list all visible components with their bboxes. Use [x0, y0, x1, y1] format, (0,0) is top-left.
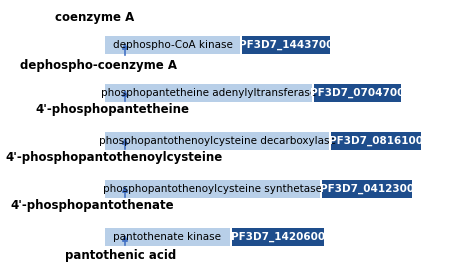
Text: PF3D7_1443700: PF3D7_1443700	[239, 40, 333, 50]
Text: pantothenic acid: pantothenic acid	[65, 248, 176, 261]
Text: phosphopantothenoylcysteine decarboxylase: phosphopantothenoylcysteine decarboxylas…	[99, 136, 336, 146]
Bar	[314, 84, 401, 102]
Bar	[105, 132, 329, 150]
Bar	[105, 84, 312, 102]
Bar	[105, 228, 230, 246]
Text: coenzyme A: coenzyme A	[55, 12, 134, 25]
Text: phosphopantetheine adenylyltransferase: phosphopantetheine adenylyltransferase	[101, 88, 316, 98]
Text: dephospho-coenzyme A: dephospho-coenzyme A	[20, 59, 177, 71]
Bar	[105, 180, 320, 198]
Text: phosphopantothenoylcysteine synthetase: phosphopantothenoylcysteine synthetase	[103, 184, 322, 194]
Bar	[242, 36, 330, 54]
Text: 4'-phosphopantothenoylcysteine: 4'-phosphopantothenoylcysteine	[5, 152, 222, 164]
Text: 4'-phosphopantetheine: 4'-phosphopantetheine	[35, 104, 189, 116]
Bar	[232, 228, 324, 246]
Text: 4'-phosphopantothenate: 4'-phosphopantothenate	[10, 198, 173, 211]
Bar	[322, 180, 412, 198]
Text: PF3D7_1420600: PF3D7_1420600	[231, 232, 325, 242]
Text: PF3D7_0704700: PF3D7_0704700	[310, 88, 405, 98]
Text: PF3D7_0412300: PF3D7_0412300	[320, 184, 414, 194]
Text: dephospho-CoA kinase: dephospho-CoA kinase	[112, 40, 232, 50]
Bar	[331, 132, 421, 150]
Text: pantothenate kinase: pantothenate kinase	[113, 232, 221, 242]
Text: PF3D7_0816100: PF3D7_0816100	[329, 136, 423, 146]
Bar	[105, 36, 240, 54]
